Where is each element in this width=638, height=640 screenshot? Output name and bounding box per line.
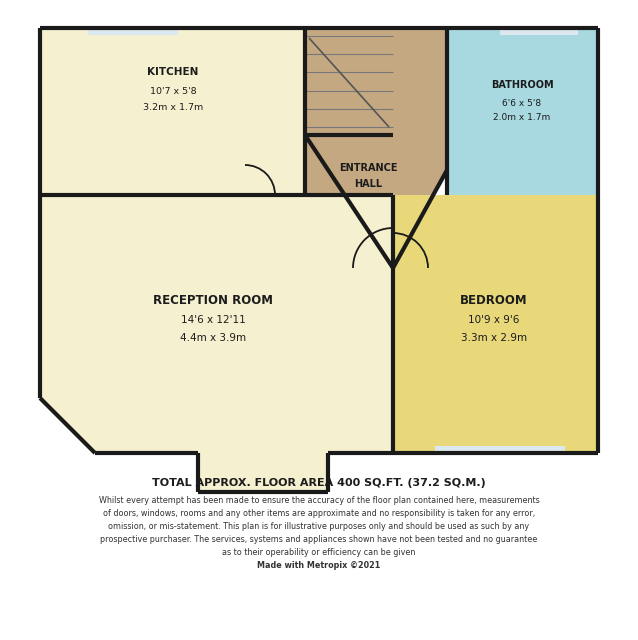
Text: BATHROOM: BATHROOM: [491, 80, 553, 90]
Text: 4.4m x 3.9m: 4.4m x 3.9m: [180, 333, 246, 343]
Bar: [40, 195, 393, 453]
Text: TOTAL APPROX. FLOOR AREA 400 SQ.FT. (37.2 SQ.M.): TOTAL APPROX. FLOOR AREA 400 SQ.FT. (37.…: [152, 478, 486, 488]
Text: Made with Metropix ©2021: Made with Metropix ©2021: [257, 561, 381, 570]
Bar: [198, 453, 328, 492]
Text: 2.0m x 1.7m: 2.0m x 1.7m: [493, 113, 551, 122]
Text: Whilst every attempt has been made to ensure the accuracy of the floor plan cont: Whilst every attempt has been made to en…: [99, 496, 539, 505]
Bar: [88, 28, 178, 35]
Text: 3.2m x 1.7m: 3.2m x 1.7m: [143, 104, 203, 113]
Text: omission, or mis-statement. This plan is for illustrative purposes only and shou: omission, or mis-statement. This plan is…: [108, 522, 530, 531]
Text: BEDROOM: BEDROOM: [460, 294, 528, 307]
Bar: [500, 28, 578, 35]
Text: KITCHEN: KITCHEN: [147, 67, 198, 77]
Text: 10'7 x 5'8: 10'7 x 5'8: [150, 88, 197, 97]
Text: 6'6 x 5'8: 6'6 x 5'8: [503, 99, 542, 108]
Text: prospective purchaser. The services, systems and appliances shown have not been : prospective purchaser. The services, sys…: [100, 535, 538, 544]
Text: RECEPTION ROOM: RECEPTION ROOM: [153, 294, 273, 307]
Text: 10'9 x 9'6: 10'9 x 9'6: [468, 315, 520, 325]
Polygon shape: [40, 398, 95, 453]
Text: 3.3m x 2.9m: 3.3m x 2.9m: [461, 333, 527, 343]
Text: 14'6 x 12'11: 14'6 x 12'11: [181, 315, 246, 325]
Bar: [305, 28, 393, 135]
Text: HALL: HALL: [354, 179, 382, 189]
Bar: [435, 446, 565, 453]
Text: of doors, windows, rooms and any other items are approximate and no responsibili: of doors, windows, rooms and any other i…: [103, 509, 535, 518]
Bar: [447, 28, 598, 195]
Bar: [393, 195, 598, 453]
Text: as to their operability or efficiency can be given: as to their operability or efficiency ca…: [222, 548, 416, 557]
Text: ENTRANCE: ENTRANCE: [339, 163, 397, 173]
Bar: [40, 28, 305, 195]
Polygon shape: [305, 28, 447, 268]
